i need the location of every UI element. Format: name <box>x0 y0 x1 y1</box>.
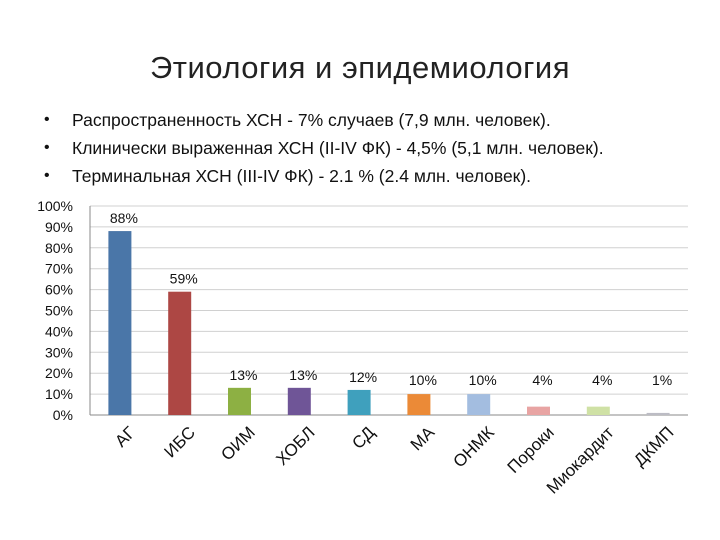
data-label: 59% <box>170 271 198 287</box>
bar <box>287 387 311 415</box>
bullet-dot-icon: • <box>44 167 50 184</box>
x-tick-label: ИБС <box>160 423 199 462</box>
bar <box>347 389 371 415</box>
bullet-list: • Распространенность ХСН - 7% случаев (7… <box>44 106 714 190</box>
data-label: 1% <box>652 372 672 388</box>
data-label: 10% <box>469 372 497 388</box>
y-tick-label: 80% <box>45 240 73 256</box>
bullet-dot-icon: • <box>44 111 50 128</box>
bar-chart: 0% 10% 20% 30% 40% 50% 60% 70% 80% 90% 100% 88% АГ 59… <box>37 198 688 498</box>
bar <box>467 394 491 415</box>
data-label: 88% <box>110 210 138 226</box>
x-tick-label: СД <box>348 423 378 453</box>
bullet-text: Распространенность ХСН - 7% случаев (7,9… <box>72 110 551 130</box>
bullet-text: Клинически выраженная ХСН (II-IV ФК) - 4… <box>72 138 604 158</box>
y-tick-label: 70% <box>45 261 73 277</box>
data-label: 10% <box>409 372 437 388</box>
bar <box>108 231 132 415</box>
slide-title: Этиология и эпидемиология <box>149 50 570 85</box>
x-tick-label: АГ <box>111 423 139 451</box>
bar <box>646 412 670 415</box>
data-label: 13% <box>229 367 257 383</box>
y-tick-label: 40% <box>45 323 73 339</box>
bar <box>527 406 550 415</box>
bar <box>228 387 251 415</box>
bullet-text: Терминальная ХСН (III-IV ФК) - 2.1 % (2.… <box>72 166 532 186</box>
bar <box>168 291 192 415</box>
x-tick-label: МА <box>407 422 439 454</box>
bar <box>407 394 431 415</box>
y-tick-label: 50% <box>45 303 73 319</box>
x-tick-label: ОИМ <box>217 423 258 464</box>
bullet-item: • Клинически выраженная ХСН (II-IV ФК) -… <box>44 134 714 162</box>
x-tick-label: ОНМК <box>450 423 499 472</box>
x-tick-label: Пороки <box>504 423 558 477</box>
x-tick-label: ХОБЛ <box>272 423 318 469</box>
data-label: 12% <box>349 369 377 385</box>
bullet-dot-icon: • <box>44 139 50 156</box>
data-label: 4% <box>532 372 552 388</box>
y-tick-label: 100% <box>37 198 73 214</box>
y-tick-label: 60% <box>45 282 73 298</box>
data-label: 4% <box>592 372 612 388</box>
y-tick-label: 10% <box>45 386 73 402</box>
bullet-item: • Терминальная ХСН (III-IV ФК) - 2.1 % (… <box>44 162 714 190</box>
bullet-item: • Распространенность ХСН - 7% случаев (7… <box>44 106 714 134</box>
y-tick-label: 90% <box>45 219 73 235</box>
y-tick-label: 0% <box>53 407 73 423</box>
y-tick-label: 20% <box>45 365 73 381</box>
bar <box>586 406 610 415</box>
data-label: 13% <box>289 367 317 383</box>
y-tick-label: 30% <box>45 344 73 360</box>
x-tick-label: ДКМП <box>630 423 677 470</box>
